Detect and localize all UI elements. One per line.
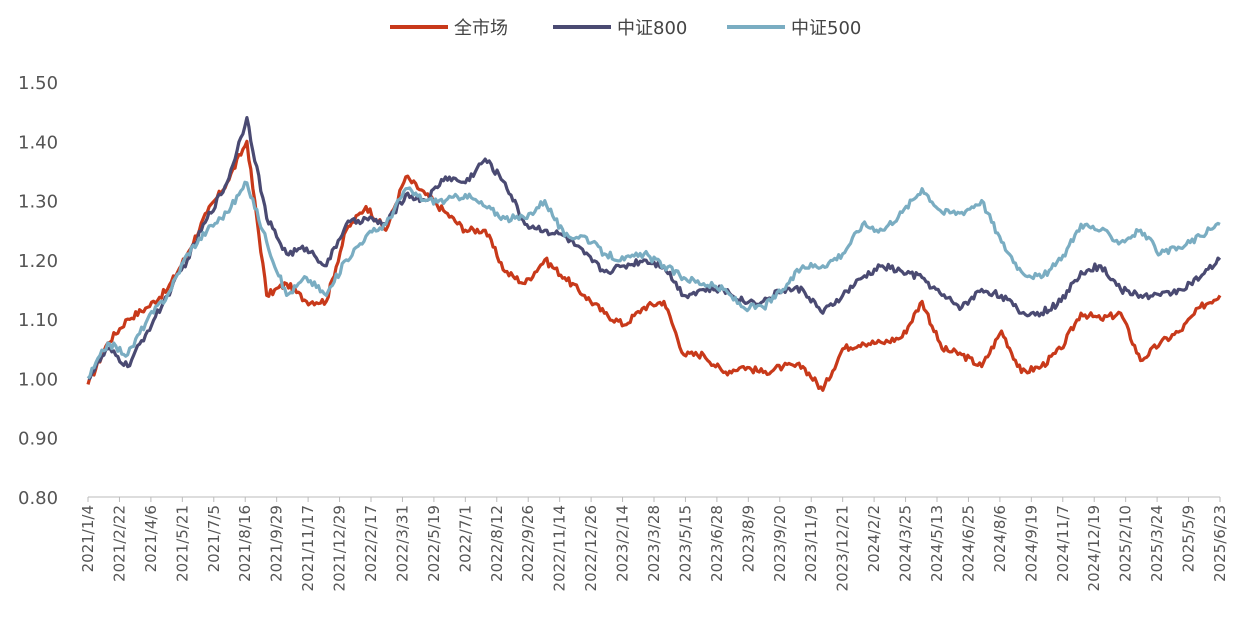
x-tick-label: 2021/4/6 [142, 505, 160, 572]
x-tick-label: 2022/7/1 [456, 505, 474, 572]
x-tick-label: 2024/2/2 [865, 505, 883, 572]
x-tick-label: 2024/3/25 [897, 505, 915, 582]
x-tick-label: 2024/12/19 [1085, 505, 1103, 591]
y-axis: 1.50 1.40 1.30 1.20 1.10 1.00 0.90 0.80 [18, 73, 58, 509]
legend-label: 中证800 [617, 18, 687, 39]
x-tick-label: 2023/8/9 [739, 505, 757, 572]
series-line [86, 180, 1221, 380]
x-tick-label: 2024/11/7 [1054, 505, 1072, 582]
x-tick-label: 2023/2/14 [614, 505, 632, 582]
x-tick-label: 2021/8/16 [236, 505, 254, 582]
x-tick-label: 2024/6/25 [959, 505, 977, 582]
y-tick-label: 0.90 [18, 429, 58, 450]
y-tick-label: 1.00 [18, 369, 58, 390]
x-tick-label: 2022/12/26 [582, 505, 600, 591]
x-tick-label: 2023/12/21 [834, 505, 852, 591]
series-line [86, 139, 1222, 392]
x-tick-label: 2025/3/24 [1148, 505, 1166, 582]
series-line [87, 115, 1222, 380]
legend-label: 中证500 [791, 18, 861, 39]
y-tick-label: 1.40 [18, 132, 58, 153]
y-tick-label: 1.30 [18, 192, 58, 213]
x-tick-label: 2021/1/4 [79, 505, 97, 572]
x-tick-label: 2025/5/9 [1180, 505, 1198, 572]
x-tick-label: 2021/9/29 [268, 505, 286, 582]
x-tick-label: 2022/2/17 [362, 505, 380, 582]
y-tick-label: 0.80 [18, 488, 58, 509]
x-tick-label: 2022/9/26 [519, 505, 537, 582]
x-tick-label: 2023/5/15 [676, 505, 694, 582]
x-tick-label: 2025/6/23 [1211, 505, 1229, 582]
x-tick-label: 2024/8/6 [991, 505, 1009, 572]
y-tick-label: 1.10 [18, 310, 58, 331]
x-axis: 2021/1/4 2021/2/22 2021/4/6 2021/5/21 2021/7… [79, 496, 1229, 591]
x-tick-label: 2021/7/5 [205, 505, 223, 572]
y-tick-label: 1.20 [18, 251, 58, 272]
x-tick-label: 2022/5/19 [425, 505, 443, 582]
legend-label: 全市场 [454, 18, 508, 39]
x-tick-label: 2021/11/17 [299, 505, 317, 591]
x-tick-label: 2023/9/20 [771, 505, 789, 582]
x-tick-label: 2023/3/28 [645, 505, 663, 582]
x-tick-label: 2023/11/9 [802, 505, 820, 582]
x-tick-label: 2021/12/29 [331, 505, 349, 591]
x-tick-label: 2022/8/12 [488, 505, 506, 582]
x-tick-label: 2022/11/14 [551, 505, 569, 591]
x-tick-label: 2025/2/10 [1117, 505, 1135, 582]
x-tick-label: 2021/2/22 [110, 505, 128, 582]
x-tick-label: 2022/3/31 [393, 505, 411, 582]
x-tick-label: 2021/5/21 [173, 505, 191, 582]
y-tick-label: 1.50 [18, 73, 58, 94]
series-lines [86, 115, 1222, 392]
x-tick-label: 2023/6/28 [708, 505, 726, 582]
x-tick-label: 2024/5/13 [928, 505, 946, 582]
x-tick-label: 2024/9/19 [1022, 505, 1040, 582]
legend: 全市场 中证800 中证500 [390, 18, 861, 39]
